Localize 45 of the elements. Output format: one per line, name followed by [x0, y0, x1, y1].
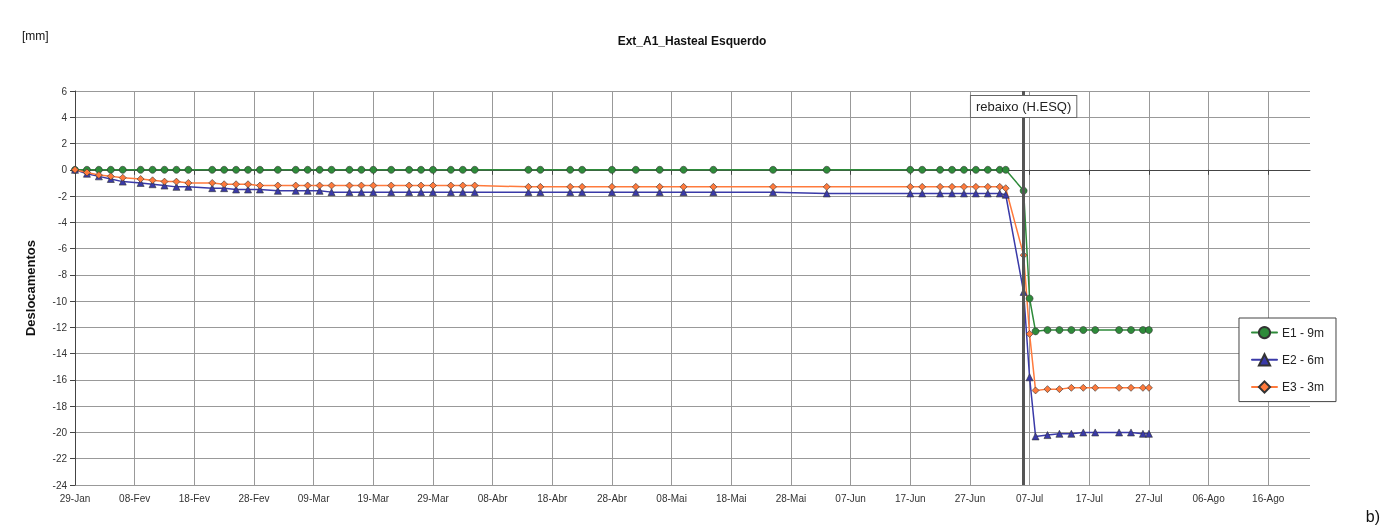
x-tick-label: 28-Abr	[596, 492, 628, 504]
y-tick-label: -12	[52, 321, 68, 333]
ref-line-label: rebaixo (H.ESQ)	[975, 99, 1072, 114]
chart-title: Ext_A1_Hasteal Esquerdo	[617, 34, 767, 48]
legend-label: E3 - 3m	[1281, 380, 1324, 394]
x-tick-label: 18-Abr	[537, 492, 568, 504]
y-tick-label: -2	[58, 190, 68, 202]
y-tick-label: 2	[61, 138, 68, 150]
y-tick-label: -6	[58, 243, 68, 255]
x-tick-label: 27-Jul	[1135, 492, 1163, 504]
y-tick-label: 4	[61, 111, 68, 123]
x-tick-label: 28-Mai	[775, 492, 807, 504]
x-tick-label: 06-Ago	[1192, 492, 1226, 504]
y-tick-label: -10	[52, 295, 68, 307]
x-tick-label: 29-Mar	[417, 492, 450, 504]
legend-label: E1 - 9m	[1281, 325, 1324, 340]
x-tick-label: 19-Mar	[357, 492, 390, 504]
y-tick-label: -20	[52, 426, 68, 438]
x-tick-label: 08-Abr	[477, 492, 509, 504]
legend-label: E2 - 6m	[1281, 352, 1324, 367]
y-tick-label: 0	[61, 164, 68, 176]
x-tick-label: 18-Mai	[715, 492, 747, 504]
y-tick-label: -18	[52, 400, 68, 412]
y-tick-label: -22	[52, 453, 68, 465]
y-tick-label: -14	[52, 348, 68, 360]
x-tick-label: 29-Jan	[59, 492, 91, 504]
x-tick-label: 28-Fev	[238, 492, 270, 504]
x-tick-label: 08-Mai	[656, 492, 687, 504]
x-tick-label: 17-Jul	[1075, 492, 1103, 504]
y-tick-label: 6	[61, 85, 68, 97]
x-tick-label: 07-Jul	[1015, 492, 1044, 504]
x-tick-label: 09-Mar	[297, 492, 331, 504]
y-tick-label: -16	[52, 374, 68, 386]
y-tick-label: -24	[52, 479, 68, 491]
y-tick-label: -4	[58, 216, 68, 228]
y-axis-title: Deslocamentos	[23, 239, 38, 337]
x-tick-label: 07-Jun	[835, 492, 866, 504]
x-tick-label: 17-Jun	[894, 492, 926, 504]
x-tick-label: 27-Jun	[954, 492, 986, 504]
text: b)	[1365, 507, 1381, 525]
text: [mm]	[22, 29, 49, 43]
x-tick-label: 16-Ago	[1252, 492, 1285, 504]
x-tick-label: 18-Fev	[178, 492, 210, 504]
y-tick-label: -8	[58, 269, 68, 281]
x-tick-label: 08-Fev	[119, 492, 151, 504]
